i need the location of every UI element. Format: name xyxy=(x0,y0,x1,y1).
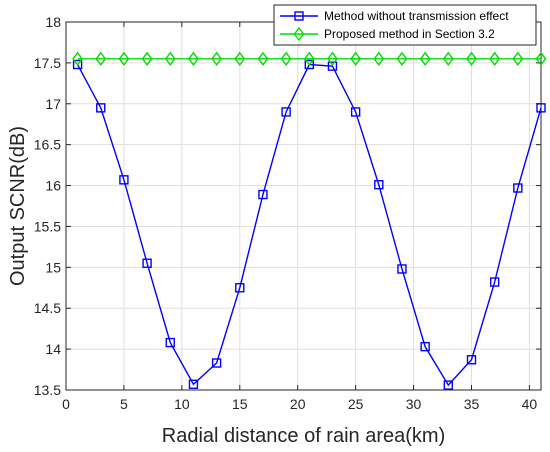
series-1-point xyxy=(420,341,430,352)
series-2-point xyxy=(280,51,292,66)
series-2-point xyxy=(95,51,107,66)
x-tick-label: 30 xyxy=(406,396,422,412)
series-1-point xyxy=(304,59,314,70)
series-1-point xyxy=(211,358,222,368)
series-1-point xyxy=(142,258,152,268)
grid-lines xyxy=(65,21,541,391)
series-1-point xyxy=(489,277,500,287)
y-axis: 13.5 14 14.5 15 15.5 16 16.5 17 17.5 18 xyxy=(34,14,541,398)
series-2-point xyxy=(188,51,199,66)
x-axis: 0 5 10 15 20 25 30 35 40 xyxy=(62,22,537,412)
series-1 xyxy=(72,59,546,390)
series-2-point xyxy=(396,51,408,66)
series-2-point xyxy=(419,51,431,66)
y-tick-label: 17.5 xyxy=(34,55,61,71)
legend-box xyxy=(273,4,537,46)
series-2-point xyxy=(373,51,385,66)
legend-marker xyxy=(293,26,305,42)
series-2-point xyxy=(327,51,338,66)
y-tick-label: 16 xyxy=(45,178,61,194)
x-tick-label: 25 xyxy=(348,396,364,412)
y-tick-label: 18 xyxy=(45,14,61,30)
legend-entry: Proposed method in Section 3.2 xyxy=(280,26,495,42)
series-1-point xyxy=(119,175,129,185)
series-2-point xyxy=(72,51,83,66)
x-tick-label: 10 xyxy=(174,396,190,412)
legend-marker xyxy=(294,11,304,21)
series-2-point xyxy=(512,51,524,66)
series-2-point xyxy=(350,51,362,66)
x-tick-label: 15 xyxy=(232,396,248,412)
series-2-point xyxy=(442,51,454,66)
legend: Method without transmission effect Propos… xyxy=(273,4,537,46)
y-axis-title: Output SCNR(dB) xyxy=(7,126,29,286)
series-2-point xyxy=(466,51,477,66)
series-2-point xyxy=(234,51,246,66)
series-1-point xyxy=(235,283,245,293)
x-tick-label: 35 xyxy=(464,396,480,412)
series-1-point xyxy=(72,59,83,70)
series-1-point xyxy=(350,107,361,117)
series-2-point xyxy=(211,51,222,66)
series-layer xyxy=(72,51,547,390)
x-tick-label: 5 xyxy=(120,396,128,412)
series-1-point xyxy=(397,264,407,274)
legend-entry: Method without transmission effect xyxy=(280,9,509,23)
x-tick-label: 0 xyxy=(62,396,70,412)
y-tick-label: 14 xyxy=(45,341,61,357)
series-1-point xyxy=(536,103,546,113)
series-1-point xyxy=(281,107,291,117)
series-2-point xyxy=(303,51,315,66)
series-2-point xyxy=(141,51,153,66)
series-1-point xyxy=(96,103,106,113)
series-1-point xyxy=(188,379,199,389)
series-2-point xyxy=(257,51,269,66)
series-1-point xyxy=(466,355,477,365)
legend-label: Proposed method in Section 3.2 xyxy=(324,27,495,41)
x-axis-title: Radial distance of rain area(km) xyxy=(162,425,445,447)
series-2 xyxy=(72,51,547,66)
y-tick-label: 17 xyxy=(45,96,61,112)
series-2-point xyxy=(118,51,130,66)
series-2-point xyxy=(164,51,176,66)
series-1-point xyxy=(165,337,175,348)
series-1-point xyxy=(327,61,338,71)
y-tick-label: 13.5 xyxy=(34,382,61,398)
y-tick-label: 14.5 xyxy=(34,300,61,316)
series-2-point xyxy=(535,51,547,66)
series-1-point xyxy=(374,180,384,190)
series-1-point xyxy=(443,380,454,390)
x-tick-label: 40 xyxy=(522,396,538,412)
y-tick-label: 16.5 xyxy=(34,137,61,153)
legend-label: Method without transmission effect xyxy=(324,9,509,23)
x-tick-label: 20 xyxy=(290,396,306,412)
series-1-point xyxy=(258,189,268,200)
series-1-point xyxy=(513,183,523,193)
y-tick-label: 15 xyxy=(45,259,61,275)
series-2-point xyxy=(489,51,501,66)
y-tick-label: 15.5 xyxy=(34,218,61,234)
